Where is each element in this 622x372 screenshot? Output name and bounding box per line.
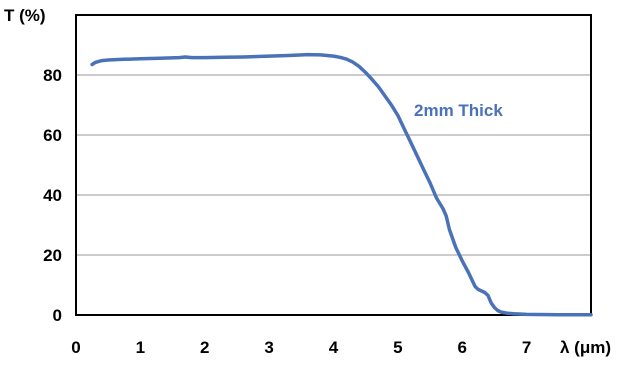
x-tick-label: 6	[458, 338, 467, 357]
y-tick-label: 20	[43, 246, 62, 265]
x-tick-label: 3	[264, 338, 273, 357]
y-tick-label: 80	[43, 66, 62, 85]
series-label-2mm-thick: 2mm Thick	[414, 101, 503, 120]
x-tick-label: 7	[522, 338, 531, 357]
y-tick-label: 60	[43, 126, 62, 145]
x-tick-label: 5	[393, 338, 402, 357]
x-tick-label: 4	[329, 338, 339, 357]
y-axis-title: T (%)	[4, 6, 46, 25]
gridlines	[76, 74, 591, 256]
x-tick-label: 0	[71, 338, 80, 357]
y-tick-label: 0	[53, 306, 62, 325]
y-tick-label: 40	[43, 186, 62, 205]
series-line-2mm-thick	[90, 52, 593, 317]
x-tick-label: 2	[200, 338, 209, 357]
x-tick-label: 1	[136, 338, 145, 357]
plot-frame	[75, 14, 592, 316]
axis-ticks: 0 20 40 60 80 0 1 2 3 4 5 6 7	[43, 66, 531, 357]
x-axis-title: λ (μm)	[560, 338, 611, 357]
